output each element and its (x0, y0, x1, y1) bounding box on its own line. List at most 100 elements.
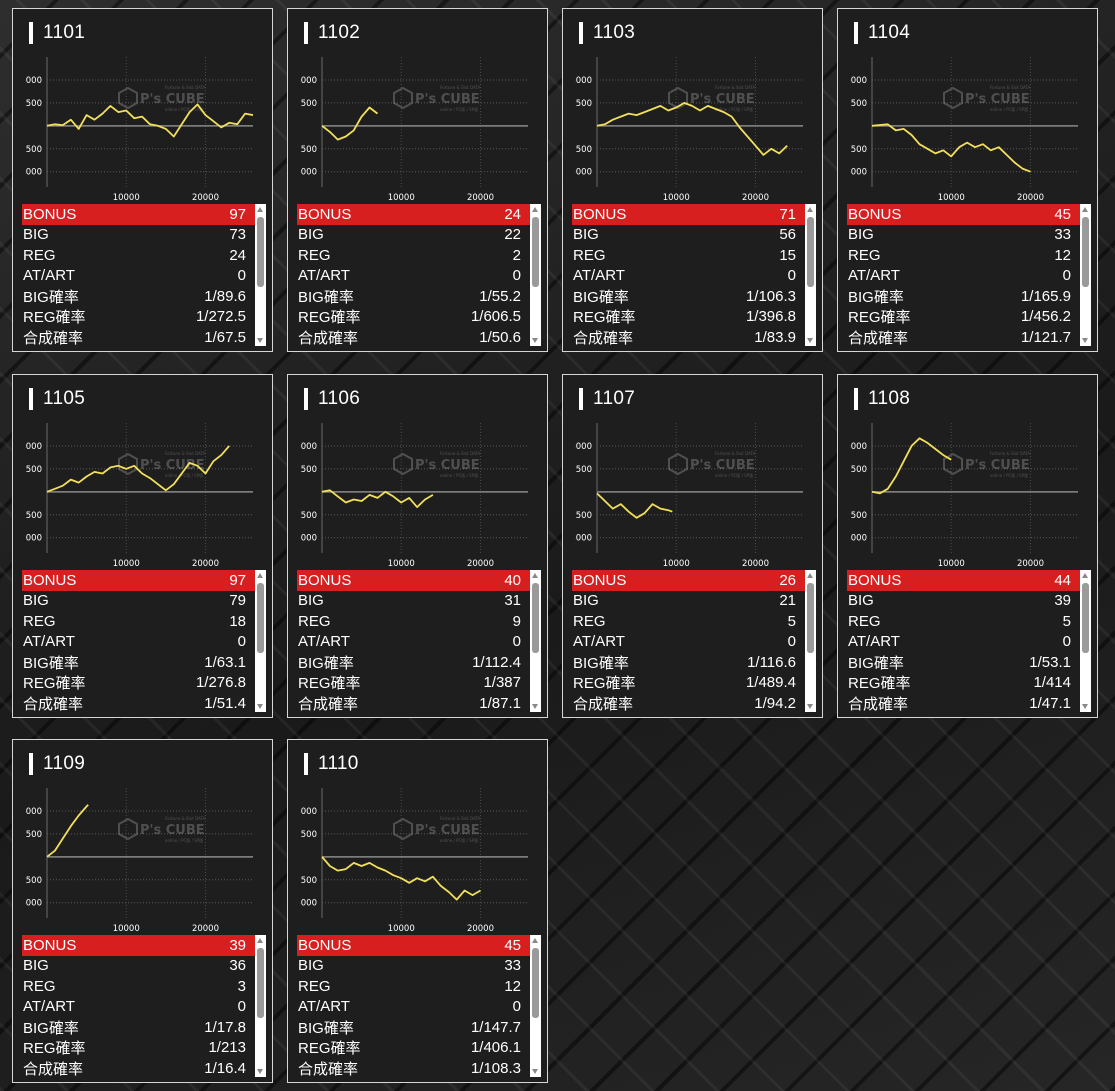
y-tick-label: -1500 (575, 145, 592, 155)
scroll-up-arrow-icon[interactable] (257, 938, 263, 943)
stats-scrollbar[interactable] (1080, 570, 1091, 712)
card-header: 1108 (854, 387, 910, 411)
scroll-thumb[interactable] (1082, 583, 1089, 653)
scroll-up-arrow-icon[interactable] (532, 207, 538, 212)
stat-row-big-rate: BIG確率 1/165.9 (847, 286, 1080, 307)
stats-scrollbar[interactable] (255, 935, 266, 1077)
stat-value: 1/121.7 (1020, 328, 1071, 346)
scroll-down-arrow-icon[interactable] (257, 1069, 263, 1074)
x-tick-label: 10000 (663, 559, 690, 569)
y-tick-label: -1500 (575, 511, 592, 521)
scroll-up-arrow-icon[interactable] (807, 573, 813, 578)
stat-label: REG (298, 612, 331, 630)
scroll-down-arrow-icon[interactable] (807, 338, 813, 343)
stat-value: 1/108.3 (470, 1059, 521, 1077)
stat-row-total-rate: 合成確率 1/16.4 (22, 1058, 255, 1079)
scroll-thumb[interactable] (257, 217, 264, 287)
scroll-up-arrow-icon[interactable] (807, 207, 813, 212)
card-header: 1102 (304, 21, 360, 45)
scroll-thumb[interactable] (257, 948, 264, 1018)
scroll-up-arrow-icon[interactable] (532, 938, 538, 943)
scroll-thumb[interactable] (532, 583, 539, 653)
stat-label: 合成確率 (573, 329, 634, 347)
stats-scrollbar[interactable] (530, 570, 541, 712)
pscube-watermark: P's CUBE Fortune & Slot DATA online / PC版 … (668, 85, 756, 112)
stat-row-big: BIG 73 (22, 225, 255, 246)
scroll-up-arrow-icon[interactable] (257, 207, 263, 212)
stat-row-reg-rate: REG確率 1/489.4 (572, 673, 805, 694)
stats-scrollbar[interactable] (1080, 204, 1091, 346)
scroll-down-arrow-icon[interactable] (257, 338, 263, 343)
machine-number[interactable]: 1106 (318, 388, 361, 409)
stat-row-bonus: BONUS 97 (22, 570, 255, 591)
machine-number[interactable]: 1109 (43, 753, 86, 774)
machine-number[interactable]: 1104 (868, 22, 911, 43)
x-tick-label: 20000 (742, 559, 769, 569)
x-tick-label: 20000 (467, 924, 494, 934)
scroll-down-arrow-icon[interactable] (807, 704, 813, 709)
stat-label: BIG確率 (298, 1019, 354, 1037)
machine-number[interactable]: 1110 (318, 753, 359, 774)
scroll-thumb[interactable] (257, 583, 264, 653)
stats-scrollbar[interactable] (530, 935, 541, 1077)
stat-label: BIG確率 (298, 654, 354, 672)
stat-row-bonus: BONUS 26 (572, 570, 805, 591)
scroll-thumb[interactable] (532, 948, 539, 1018)
stats-scrollbar[interactable] (805, 204, 816, 346)
stat-label: BIG (298, 957, 324, 975)
scroll-down-arrow-icon[interactable] (532, 338, 538, 343)
scroll-down-arrow-icon[interactable] (1082, 338, 1088, 343)
machine-number[interactable]: 1103 (593, 22, 636, 43)
scroll-up-arrow-icon[interactable] (1082, 573, 1088, 578)
stat-row-bonus: BONUS 97 (22, 204, 255, 225)
stat-row-reg-rate: REG確率 1/396.8 (572, 307, 805, 328)
machine-number[interactable]: 1101 (43, 22, 86, 43)
stat-row-big-rate: BIG確率 1/147.7 (297, 1017, 530, 1038)
stat-row-atart: AT/ART 0 (297, 997, 530, 1018)
scroll-up-arrow-icon[interactable] (1082, 207, 1088, 212)
stat-value: 1/106.3 (745, 287, 796, 305)
scroll-down-arrow-icon[interactable] (532, 704, 538, 709)
machine-number[interactable]: 1102 (318, 22, 361, 43)
stats-scrollbar[interactable] (530, 204, 541, 346)
scroll-down-arrow-icon[interactable] (1082, 704, 1088, 709)
scroll-thumb[interactable] (532, 217, 539, 287)
machine-number[interactable]: 1107 (593, 388, 636, 409)
stat-value: 15 (779, 246, 796, 264)
stats-scrollbar[interactable] (255, 570, 266, 712)
stat-label: BIG確率 (23, 1019, 79, 1037)
stats-scrollbar[interactable] (255, 204, 266, 346)
watermark-bottom: online / PC版 / SP版 (440, 472, 478, 478)
watermark-bottom: online / PC版 / SP版 (440, 106, 478, 112)
stat-label: REG (23, 977, 56, 995)
machine-number[interactable]: 1105 (43, 388, 86, 409)
slump-line (871, 437, 952, 495)
machine-number[interactable]: 1108 (868, 388, 911, 409)
scroll-thumb[interactable] (807, 217, 814, 287)
scroll-up-arrow-icon[interactable] (532, 573, 538, 578)
slump-line (46, 445, 230, 493)
stats-scrollbar[interactable] (805, 570, 816, 712)
stat-label: BONUS (298, 205, 352, 223)
stat-value: 9 (512, 612, 521, 630)
stat-row-big: BIG 36 (22, 956, 255, 977)
scroll-down-arrow-icon[interactable] (257, 704, 263, 709)
stat-label: 合成確率 (573, 695, 634, 713)
scroll-up-arrow-icon[interactable] (257, 573, 263, 578)
scroll-down-arrow-icon[interactable] (532, 1069, 538, 1074)
stat-row-reg: REG 2 (297, 245, 530, 266)
scroll-thumb[interactable] (1082, 217, 1089, 287)
scroll-thumb[interactable] (807, 583, 814, 653)
